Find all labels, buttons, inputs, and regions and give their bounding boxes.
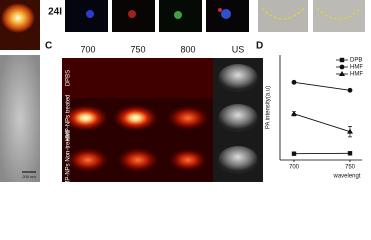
column-header: 800 (180, 44, 195, 54)
x-tick-label: 750 (345, 165, 356, 171)
legend-label: DPB (350, 58, 362, 64)
marker (339, 71, 345, 76)
pa-grid (62, 58, 263, 182)
panel-label: C (45, 41, 52, 52)
particle-image (1, 3, 35, 33)
marker (291, 151, 297, 156)
fluor-dot (128, 10, 136, 18)
x-tick-label: 700 (289, 165, 300, 171)
column-header: 750 (130, 44, 145, 54)
fluor-dot (174, 11, 182, 19)
pa-signal (168, 148, 208, 172)
legend-label: HMF (350, 72, 363, 78)
row-label: HMP-NPs Non-treated (66, 130, 72, 182)
figure: 200 nm 24I C D 700 750 800 US DPBS HMP-NPs tr… (0, 0, 365, 182)
pa-signal (64, 104, 112, 132)
column-header: US (232, 44, 245, 54)
series-line (293, 81, 351, 91)
pa-row (62, 58, 213, 98)
legend-label: HMF (350, 65, 363, 71)
row-label: HMP-NPs treated (66, 94, 72, 141)
panel-label: D (256, 41, 263, 52)
us-image (218, 64, 258, 92)
fluor-dot (221, 9, 231, 19)
x-axis-label: wavelengt (332, 174, 360, 180)
photo (258, 0, 308, 32)
series-line (293, 113, 351, 133)
marker (347, 87, 353, 93)
marker (339, 57, 345, 63)
us-image (218, 104, 258, 132)
time-label: 24I (48, 7, 62, 18)
outline (316, 7, 362, 20)
photo (313, 0, 365, 32)
marker (347, 151, 353, 156)
fluor-dot (218, 8, 222, 12)
fluor-dot (86, 10, 94, 18)
y-axis-label: PA intensity(a.u) (266, 86, 272, 129)
row-label: DPBS (66, 70, 72, 86)
pa-signal (166, 105, 210, 131)
marker (291, 79, 297, 85)
us-image (218, 146, 258, 174)
scale-bar-label: 200 nm (22, 174, 36, 179)
tem-image (0, 55, 40, 182)
column-header: 700 (80, 44, 95, 54)
marker (339, 64, 345, 70)
pa-signal (114, 104, 162, 132)
fluor-image (65, 0, 108, 32)
pa-signal (116, 147, 160, 173)
marker (291, 110, 297, 116)
pa-signal (66, 147, 110, 173)
marker (347, 128, 353, 134)
